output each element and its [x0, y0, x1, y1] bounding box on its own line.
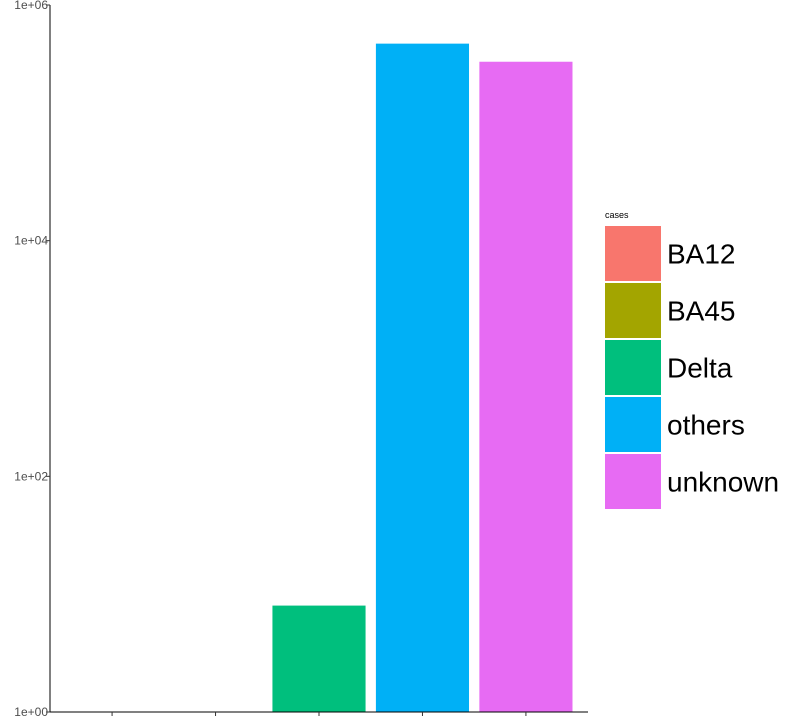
- y-tick-label: 1e+06: [14, 0, 48, 12]
- y-tick-label: 1e+00: [14, 705, 48, 719]
- bar-others: [375, 43, 470, 712]
- legend-key-delta: [605, 340, 661, 395]
- y-tick-label: 1e+04: [14, 234, 48, 248]
- bar-delta: [272, 605, 366, 712]
- legend-label-ba45: BA45: [667, 296, 736, 327]
- legend-label-unknown: unknown: [667, 467, 779, 498]
- legend-label-others: others: [667, 410, 745, 441]
- legend-key-ba45: [605, 283, 661, 338]
- legend-key-ba12: [605, 226, 661, 281]
- x-axis: [50, 711, 588, 716]
- legend-label-ba12: BA12: [667, 239, 736, 270]
- bars-group: [272, 43, 573, 713]
- legend: cases BA12 BA45 Delta others unknown: [605, 210, 779, 509]
- y-axis: 1e+00 1e+02 1e+04 1e+06: [14, 0, 51, 719]
- legend-key-unknown: [605, 454, 661, 509]
- y-tick-label: 1e+02: [14, 469, 48, 483]
- legend-title: cases: [605, 210, 629, 220]
- legend-label-delta: Delta: [667, 353, 733, 384]
- legend-key-others: [605, 397, 661, 452]
- bar-unknown: [479, 61, 573, 713]
